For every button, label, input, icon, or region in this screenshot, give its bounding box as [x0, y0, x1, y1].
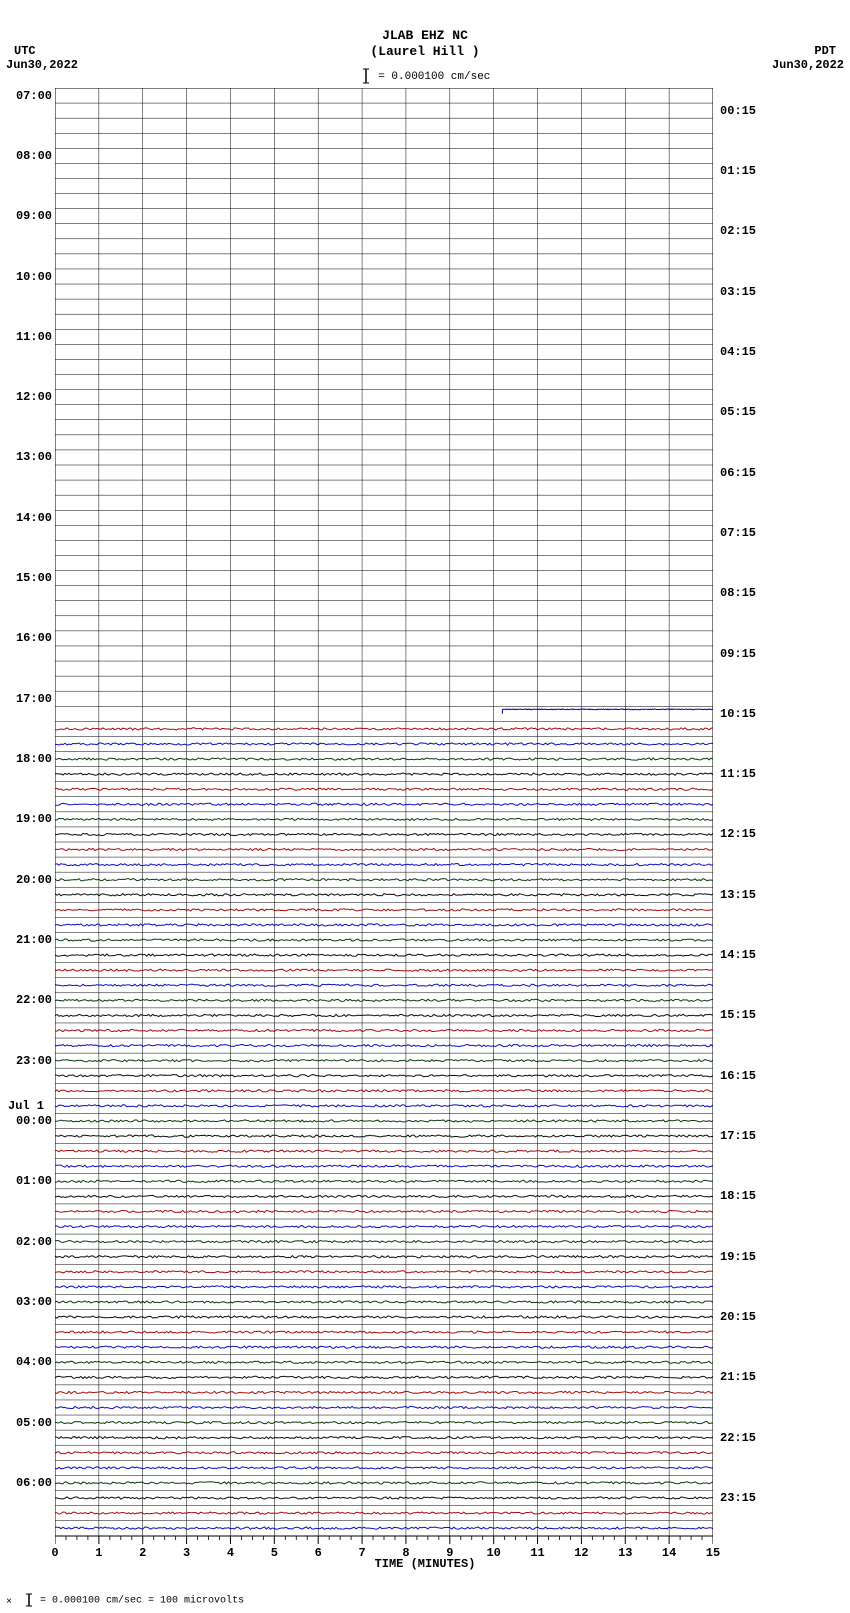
- pdt-label: 07:15: [720, 526, 780, 540]
- utc-label: 16:00: [4, 631, 52, 645]
- station-subtitle: (Laurel Hill ): [0, 44, 850, 59]
- pdt-label: 13:15: [720, 888, 780, 902]
- timezone-left: UTC: [14, 44, 36, 58]
- pdt-label: 06:15: [720, 466, 780, 480]
- pdt-label: 11:15: [720, 767, 780, 781]
- helicorder-plot: [55, 88, 713, 1566]
- utc-label: 19:00: [4, 812, 52, 826]
- scale-note: = 0.000100 cm/sec: [0, 68, 850, 84]
- svg-text:×: ×: [6, 1597, 12, 1607]
- utc-label: 02:00: [4, 1235, 52, 1249]
- date-left: Jun30,2022: [6, 58, 78, 72]
- pdt-label: 22:15: [720, 1431, 780, 1445]
- utc-label: 04:00: [4, 1355, 52, 1369]
- pdt-label: 18:15: [720, 1189, 780, 1203]
- pdt-label: 08:15: [720, 586, 780, 600]
- pdt-label: 12:15: [720, 827, 780, 841]
- pdt-label: 04:15: [720, 345, 780, 359]
- utc-label: 00:00: [4, 1114, 52, 1128]
- utc-label: 23:00: [4, 1054, 52, 1068]
- station-title: JLAB EHZ NC: [0, 28, 850, 43]
- date-marker: Jul 1: [8, 1099, 44, 1113]
- utc-label: 08:00: [4, 149, 52, 163]
- pdt-label: 14:15: [720, 948, 780, 962]
- pdt-label: 05:15: [720, 405, 780, 419]
- pdt-label: 02:15: [720, 224, 780, 238]
- pdt-label: 09:15: [720, 647, 780, 661]
- date-right: Jun30,2022: [772, 58, 844, 72]
- utc-label: 01:00: [4, 1174, 52, 1188]
- utc-label: 17:00: [4, 692, 52, 706]
- utc-label: 21:00: [4, 933, 52, 947]
- utc-label: 09:00: [4, 209, 52, 223]
- utc-label: 03:00: [4, 1295, 52, 1309]
- utc-label: 13:00: [4, 450, 52, 464]
- pdt-label: 21:15: [720, 1370, 780, 1384]
- utc-label: 10:00: [4, 270, 52, 284]
- pdt-label: 16:15: [720, 1069, 780, 1083]
- utc-label: 05:00: [4, 1416, 52, 1430]
- utc-label: 15:00: [4, 571, 52, 585]
- pdt-label: 19:15: [720, 1250, 780, 1264]
- footer-scale: × = 0.000100 cm/sec = 100 microvolts: [6, 1593, 244, 1607]
- utc-label: 20:00: [4, 873, 52, 887]
- x-axis-label: TIME (MINUTES): [0, 1557, 850, 1571]
- utc-label: 18:00: [4, 752, 52, 766]
- pdt-label: 00:15: [720, 104, 780, 118]
- pdt-label: 17:15: [720, 1129, 780, 1143]
- pdt-label: 20:15: [720, 1310, 780, 1324]
- utc-label: 12:00: [4, 390, 52, 404]
- pdt-label: 15:15: [720, 1008, 780, 1022]
- utc-label: 07:00: [4, 89, 52, 103]
- pdt-label: 23:15: [720, 1491, 780, 1505]
- pdt-label: 10:15: [720, 707, 780, 721]
- utc-label: 14:00: [4, 511, 52, 525]
- pdt-label: 03:15: [720, 285, 780, 299]
- utc-label: 11:00: [4, 330, 52, 344]
- utc-label: 22:00: [4, 993, 52, 1007]
- pdt-label: 01:15: [720, 164, 780, 178]
- utc-label: 06:00: [4, 1476, 52, 1490]
- timezone-right: PDT: [814, 44, 836, 58]
